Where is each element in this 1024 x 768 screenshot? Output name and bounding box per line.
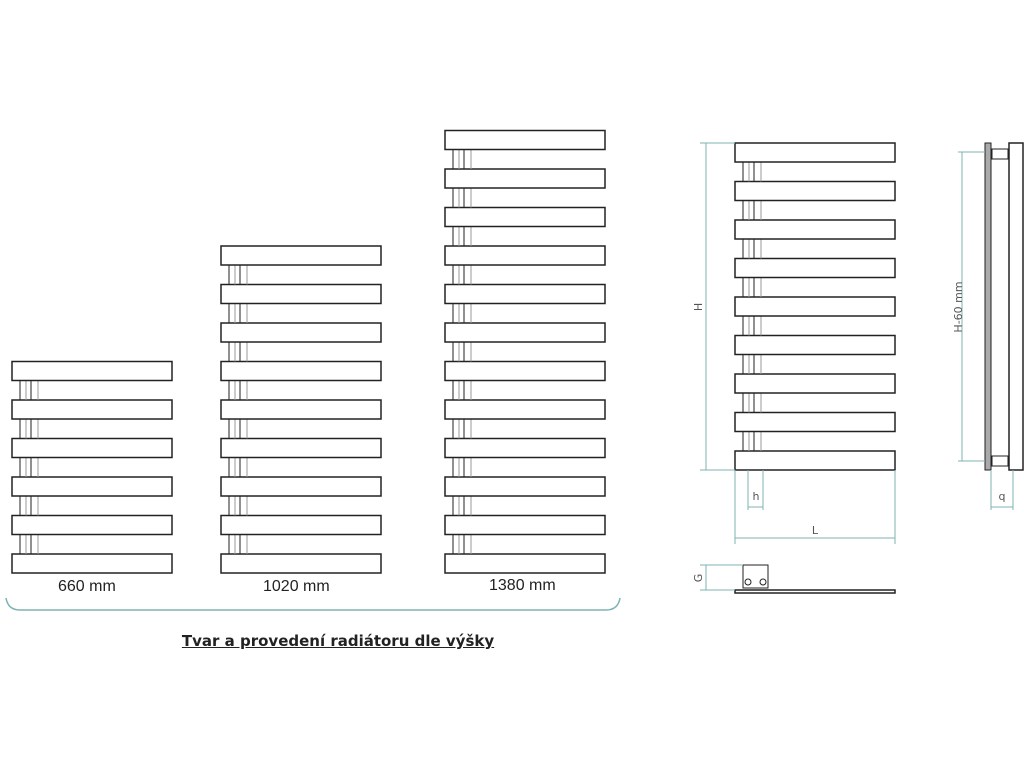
radiator-bar xyxy=(220,399,382,420)
radiator-bar xyxy=(734,450,896,471)
radiator-bar xyxy=(444,245,606,266)
radiator-bar xyxy=(734,257,896,279)
radiator-bar xyxy=(444,283,606,305)
bottom-view xyxy=(700,564,896,594)
radiator-bar xyxy=(220,476,382,497)
radiator-bar xyxy=(444,322,606,343)
radiator-bar xyxy=(11,360,173,382)
radiator-bottom-edge xyxy=(734,589,896,594)
variant-label-1020: 1020 mm xyxy=(263,578,330,595)
radiator-bar xyxy=(444,476,606,497)
valve xyxy=(759,578,767,586)
dim-q: q xyxy=(999,490,1006,503)
radiator-bar xyxy=(220,245,382,266)
variants-brace xyxy=(5,597,621,611)
radiator-bar xyxy=(734,180,896,202)
radiator-bar xyxy=(220,322,382,343)
radiator-bar xyxy=(444,553,606,574)
radiator-bar xyxy=(444,514,606,536)
variant-label-660: 660 mm xyxy=(58,578,116,595)
dim-H: H xyxy=(692,303,705,311)
bracket-bottom xyxy=(991,455,1009,467)
dim-h: h xyxy=(753,490,760,503)
valve xyxy=(744,578,752,586)
radiator-bar xyxy=(734,373,896,394)
radiator-bar xyxy=(444,437,606,459)
radiator-bar xyxy=(444,129,606,151)
radiator-side xyxy=(1008,142,1024,471)
radiator-bar xyxy=(220,360,382,382)
valve-block xyxy=(742,564,769,589)
wall-bracket xyxy=(984,142,992,471)
radiator-bar xyxy=(444,360,606,382)
radiator-bar xyxy=(220,553,382,574)
radiator-bar xyxy=(444,206,606,228)
height-variants xyxy=(11,129,606,574)
dim-L: L xyxy=(812,524,819,537)
radiator-bar xyxy=(220,437,382,459)
side-view xyxy=(958,142,1024,510)
radiator-bar xyxy=(220,514,382,536)
radiator-bar xyxy=(734,334,896,356)
caption: Tvar a provedení radiátoru dle výšky xyxy=(181,632,495,650)
radiator-bar xyxy=(11,514,173,536)
dimension-labels: H h L G H-60 mm q xyxy=(692,281,1005,582)
radiator-bar xyxy=(734,142,896,163)
radiator-bar xyxy=(11,553,173,574)
bracket-top xyxy=(991,148,1009,160)
dim-H-60: H-60 mm xyxy=(952,281,965,332)
dim-G: G xyxy=(692,574,705,583)
variant-label-1380: 1380 mm xyxy=(489,577,556,594)
radiator-bar xyxy=(444,399,606,420)
radiator-bar xyxy=(11,476,173,497)
radiator-bar xyxy=(734,219,896,240)
radiator-bar xyxy=(734,296,896,317)
radiator-bar xyxy=(11,437,173,459)
radiator-bar xyxy=(11,399,173,420)
radiator-bar xyxy=(444,168,606,189)
front-view xyxy=(700,142,896,544)
radiator-bar xyxy=(734,411,896,433)
radiator-bar xyxy=(220,283,382,305)
